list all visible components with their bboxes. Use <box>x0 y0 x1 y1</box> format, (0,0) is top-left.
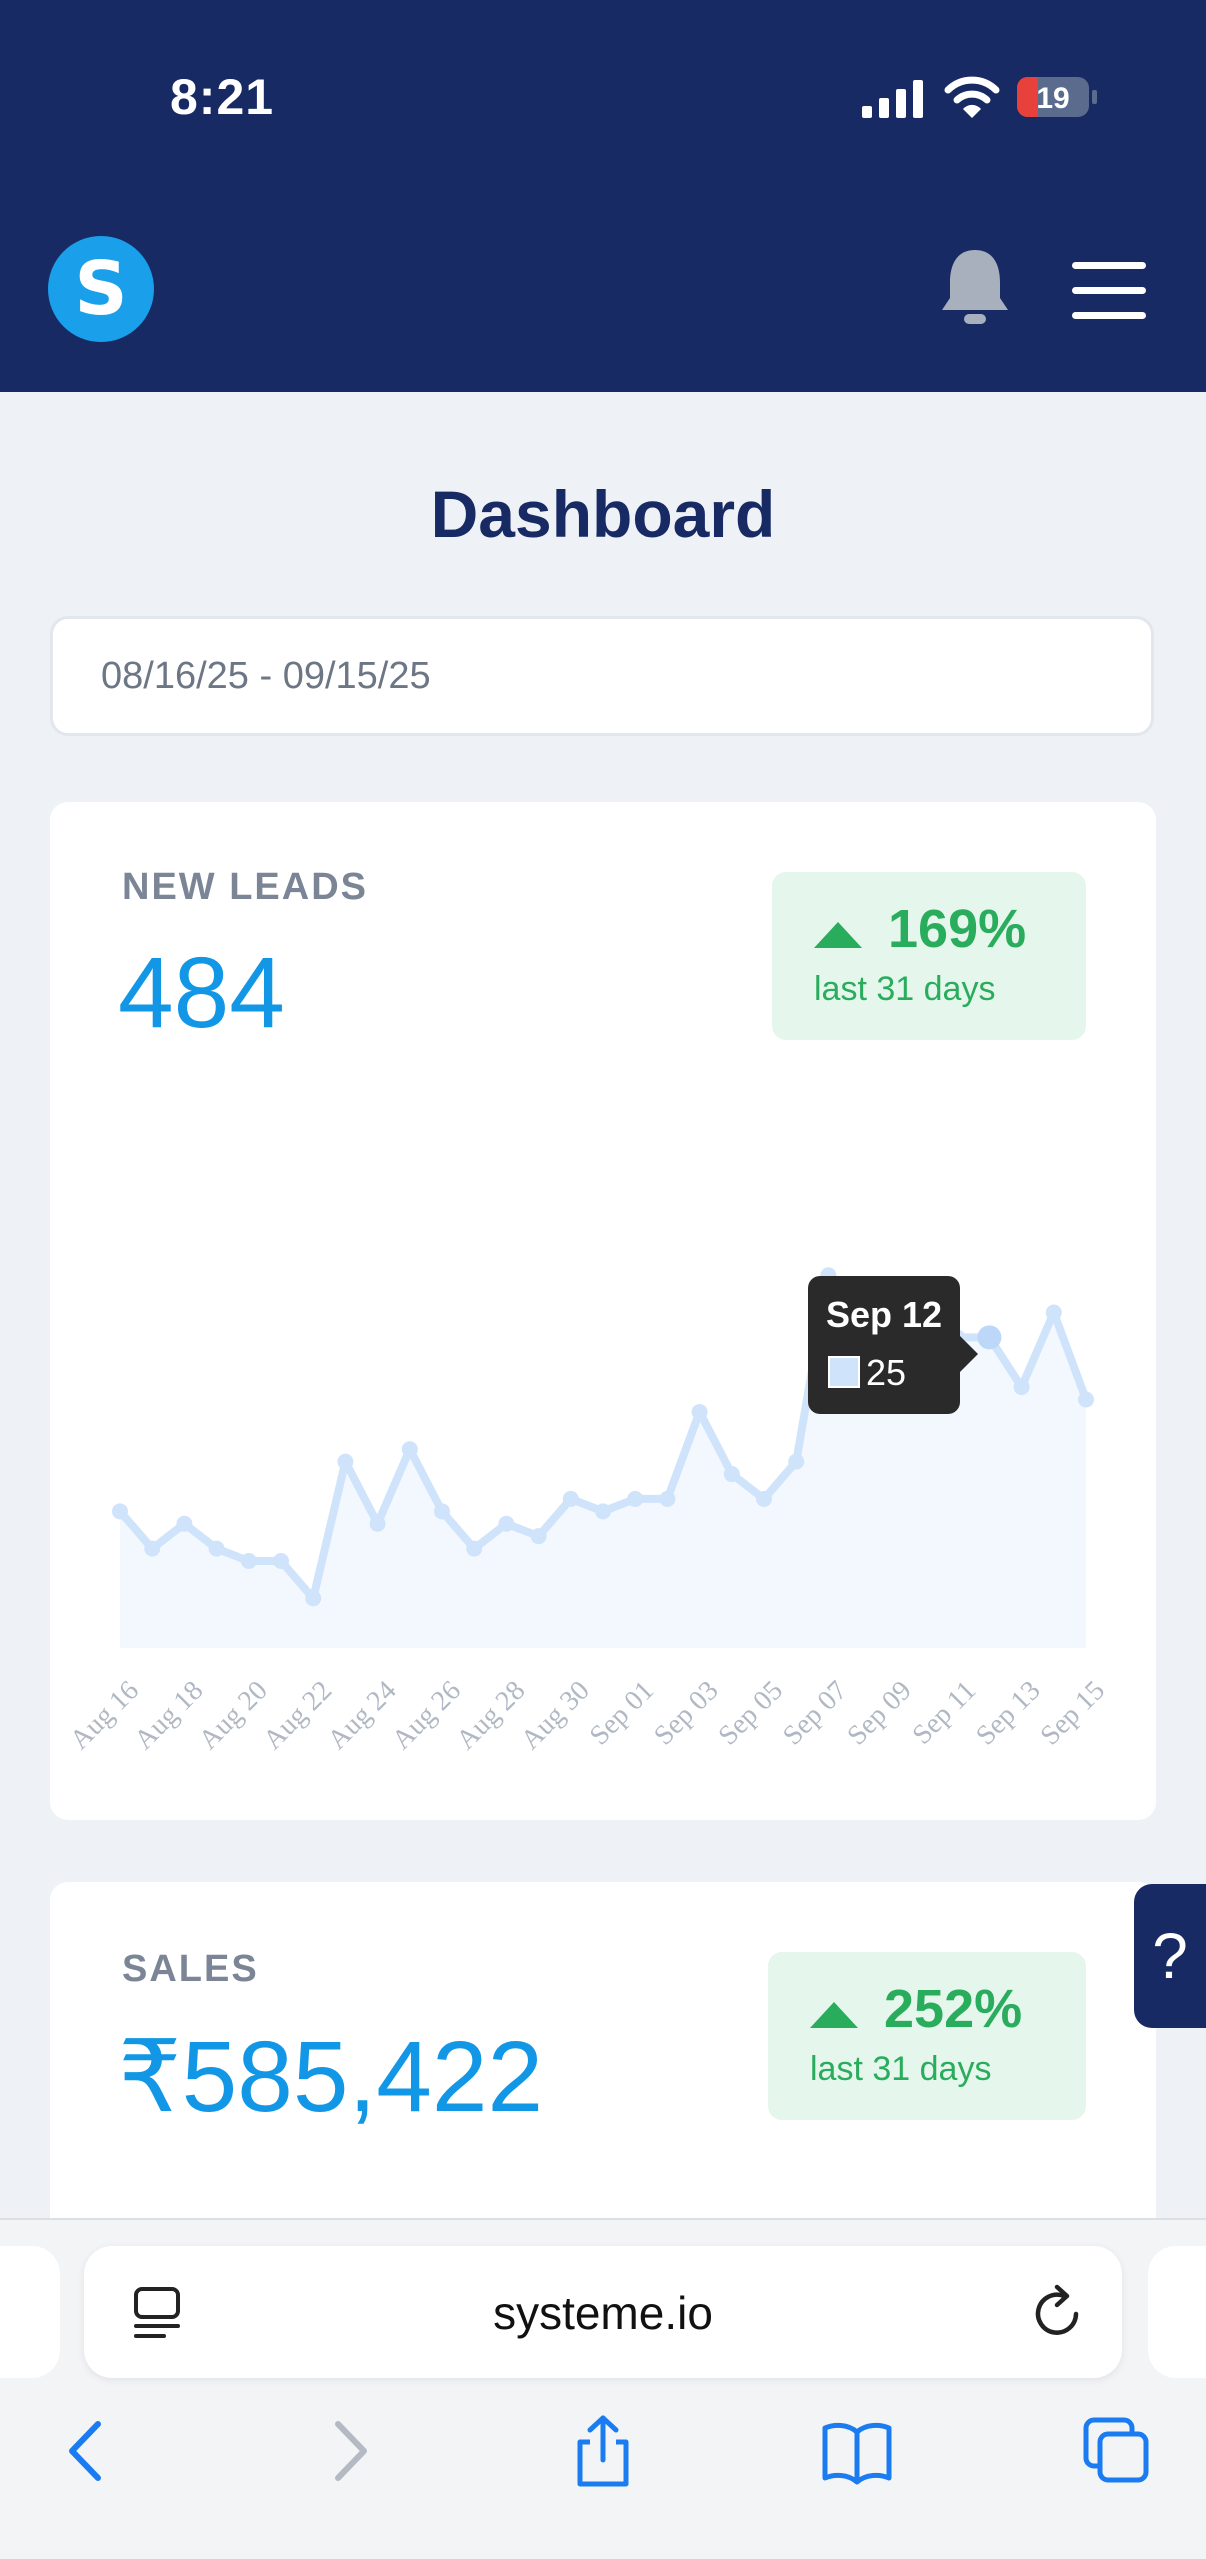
chart-point <box>530 1528 547 1545</box>
chart-point <box>756 1490 772 1507</box>
new-leads-change: 169% <box>888 899 1027 959</box>
chart-point <box>434 1503 450 1520</box>
chart-x-tick-label: Sep 05 <box>713 1675 789 1751</box>
address-bar[interactable]: systeme.io <box>84 2246 1122 2378</box>
battery-level: 19 <box>1036 82 1070 115</box>
tooltip-series-swatch <box>828 1356 860 1388</box>
chart-point <box>788 1453 805 1470</box>
battery-icon: 19 <box>1016 76 1098 118</box>
chart-point <box>691 1403 708 1420</box>
hamburger-menu-icon[interactable] <box>1072 262 1146 320</box>
chart-x-tick-label: Sep 03 <box>648 1675 724 1751</box>
back-icon[interactable] <box>52 2414 122 2488</box>
tooltip-date: Sep 12 <box>826 1294 943 1335</box>
chart-point <box>498 1515 515 1532</box>
sales-value: ₹585,422 <box>118 2021 544 2133</box>
chart-point <box>659 1490 676 1507</box>
trend-up-icon <box>814 922 862 948</box>
browser-toolbar: systeme.io <box>0 2218 1206 2559</box>
date-range-picker[interactable]: 08/16/25 - 09/15/25 <box>50 616 1154 736</box>
chart-point <box>562 1490 579 1507</box>
new-leads-change-badge: 169% last 31 days <box>772 872 1086 1040</box>
chart-x-tick-label: Aug 22 <box>257 1675 338 1756</box>
new-leads-value: 484 <box>118 937 285 1049</box>
chart-x-tick-label: Sep 11 <box>907 1675 983 1751</box>
forward-icon[interactable] <box>314 2414 384 2488</box>
chart-x-tick-label: Sep 15 <box>1035 1675 1111 1751</box>
sales-change: 252% <box>884 1979 1023 2039</box>
chart-x-tick-label: Aug 30 <box>515 1675 596 1756</box>
trend-up-icon <box>810 2002 858 2028</box>
chart-point <box>466 1540 483 1557</box>
tabs-icon[interactable] <box>1082 2414 1152 2488</box>
wifi-icon <box>944 76 1000 118</box>
previous-tab-preview[interactable] <box>0 2246 60 2378</box>
new-leads-period: last 31 days <box>814 970 996 1008</box>
chart-point <box>208 1540 225 1557</box>
new-leads-label: NEW LEADS <box>122 866 368 908</box>
tooltip-pointer <box>960 1336 978 1372</box>
chart-point <box>1078 1391 1094 1408</box>
chart-point <box>144 1540 161 1557</box>
sales-label: SALES <box>122 1948 259 1990</box>
tooltip-value: 25 <box>866 1352 907 1393</box>
notification-bell-icon[interactable] <box>938 246 1012 326</box>
chart-point <box>401 1441 418 1458</box>
help-button[interactable]: ? <box>1134 1884 1206 2028</box>
chart-x-tick-label: Sep 01 <box>584 1675 660 1751</box>
chart-x-tick-label: Aug 18 <box>129 1675 210 1756</box>
date-range-value: 08/16/25 - 09/15/25 <box>101 655 431 697</box>
systeme-logo[interactable]: S <box>48 236 154 342</box>
next-tab-preview[interactable] <box>1148 2246 1206 2378</box>
chart-x-tick-label: Sep 13 <box>970 1675 1046 1751</box>
chart-point <box>240 1553 257 1570</box>
bookmarks-icon[interactable] <box>822 2414 892 2488</box>
chart-x-tick-label: Sep 07 <box>777 1675 853 1751</box>
app-header: 8:21 19 S <box>0 0 1206 392</box>
page-title: Dashboard <box>430 477 776 551</box>
logo-letter: S <box>74 246 128 332</box>
chart-point <box>1013 1379 1030 1396</box>
cellular-signal-icon <box>862 80 923 118</box>
chart-point <box>305 1590 322 1607</box>
chart-tooltip: Sep 12 25 <box>808 1276 960 1414</box>
chart-point <box>627 1490 644 1507</box>
chart-point <box>337 1453 354 1470</box>
chart-point <box>977 1325 1002 1350</box>
sales-period: last 31 days <box>810 2050 992 2088</box>
chart-x-tick-label: Aug 16 <box>64 1675 145 1756</box>
chart-point <box>723 1466 740 1483</box>
share-icon[interactable] <box>568 2414 638 2488</box>
reload-icon[interactable] <box>1030 2284 1086 2340</box>
chart-point <box>595 1503 611 1520</box>
chart-x-tick-label: Sep 09 <box>841 1675 917 1751</box>
chart-point <box>369 1515 386 1532</box>
page-menu-icon[interactable] <box>132 2286 182 2340</box>
chart-x-tick-label: Aug 26 <box>386 1675 467 1756</box>
sales-change-badge: 252% last 31 days <box>768 1952 1086 2120</box>
chart-x-tick-label: Aug 28 <box>451 1675 532 1756</box>
chart-point <box>176 1515 193 1532</box>
new-leads-card: NEW LEADS 484 169% last 31 days Aug 16 Au… <box>50 802 1156 1820</box>
chart-point <box>1045 1304 1062 1321</box>
chart-point <box>273 1553 289 1570</box>
chart-point <box>112 1503 128 1520</box>
status-time: 8:21 <box>170 69 275 125</box>
chart-x-tick-label: Aug 20 <box>193 1675 274 1756</box>
url-text: systeme.io <box>493 2287 713 2339</box>
chart-x-tick-label: Aug 24 <box>322 1675 403 1756</box>
